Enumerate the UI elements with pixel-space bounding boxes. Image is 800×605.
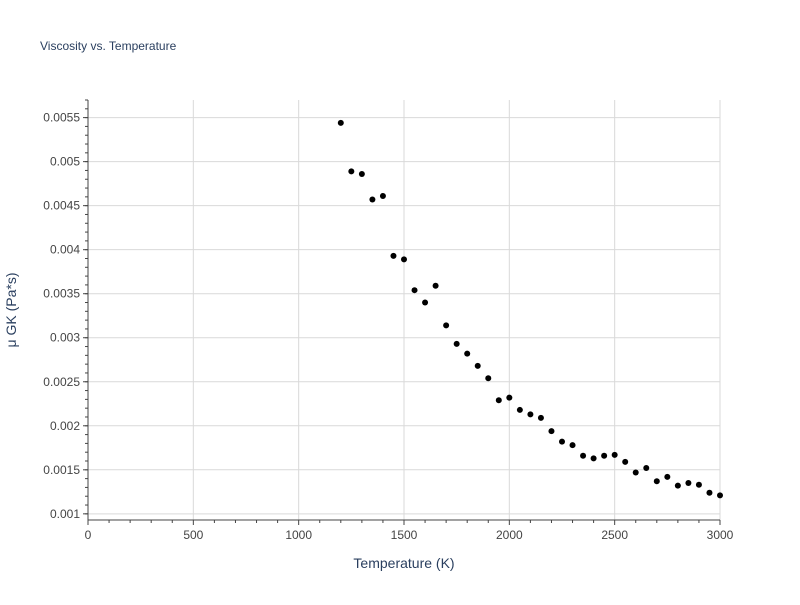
data-point bbox=[674, 482, 681, 489]
data-point bbox=[401, 256, 407, 263]
data-point bbox=[411, 287, 418, 294]
y-tick-label: 0.004 bbox=[50, 243, 80, 257]
data-point bbox=[474, 362, 481, 369]
data-point bbox=[601, 452, 608, 459]
data-point bbox=[717, 492, 723, 499]
data-point bbox=[527, 411, 534, 418]
data-point bbox=[358, 170, 365, 177]
y-tick-label: 0.0015 bbox=[43, 463, 80, 477]
x-tick-label: 0 bbox=[85, 528, 92, 542]
y-tick-label: 0.003 bbox=[50, 331, 80, 345]
x-tick-label: 2500 bbox=[601, 528, 628, 542]
y-tick-label: 0.001 bbox=[50, 507, 80, 521]
data-point bbox=[653, 478, 660, 485]
data-point bbox=[369, 196, 376, 203]
y-tick-label: 0.002 bbox=[50, 419, 80, 433]
data-point bbox=[422, 299, 429, 306]
x-tick-label: 1000 bbox=[285, 528, 312, 542]
data-point bbox=[348, 168, 355, 175]
data-point bbox=[537, 414, 544, 421]
data-point bbox=[390, 252, 397, 259]
data-point bbox=[337, 119, 344, 126]
x-tick-label: 3000 bbox=[707, 528, 734, 542]
data-point bbox=[516, 406, 523, 413]
y-tick-label: 0.0035 bbox=[43, 287, 80, 301]
data-point bbox=[464, 350, 471, 357]
data-point bbox=[443, 322, 450, 329]
data-point bbox=[559, 438, 565, 445]
data-point bbox=[432, 282, 439, 289]
y-axis-title: μ GK (Pa*s) bbox=[3, 273, 19, 348]
data-point bbox=[664, 473, 671, 480]
data-point bbox=[590, 455, 597, 462]
data-point bbox=[643, 465, 650, 472]
data-point bbox=[706, 489, 713, 496]
data-point bbox=[622, 458, 629, 465]
x-tick-label: 2000 bbox=[496, 528, 523, 542]
data-point bbox=[695, 481, 702, 488]
chart-title: Viscosity vs. Temperature bbox=[40, 39, 177, 53]
data-point bbox=[379, 192, 386, 199]
data-point bbox=[495, 397, 502, 404]
data-point bbox=[485, 375, 492, 382]
data-point bbox=[685, 480, 692, 487]
data-point bbox=[580, 452, 587, 459]
data-point bbox=[632, 469, 639, 476]
y-tick-label: 0.005 bbox=[50, 155, 80, 169]
grid-layer bbox=[88, 100, 721, 520]
y-tick-label: 0.0025 bbox=[43, 375, 80, 389]
data-points bbox=[337, 119, 723, 499]
y-tick-label: 0.0045 bbox=[43, 199, 80, 213]
x-tick-label: 500 bbox=[183, 528, 203, 542]
tick-labels: 0 500 1000 1500 2000 2500 3000 0.001 0.0015 0.002… bbox=[43, 111, 733, 542]
data-point bbox=[611, 451, 618, 458]
x-axis-title: Temperature (K) bbox=[353, 555, 454, 571]
axis-layer bbox=[83, 99, 721, 525]
y-tick-label: 0.0055 bbox=[43, 111, 80, 125]
data-point bbox=[548, 428, 555, 435]
data-point bbox=[569, 442, 576, 449]
data-point bbox=[506, 394, 513, 401]
x-tick-label: 1500 bbox=[391, 528, 418, 542]
data-point bbox=[453, 340, 460, 347]
